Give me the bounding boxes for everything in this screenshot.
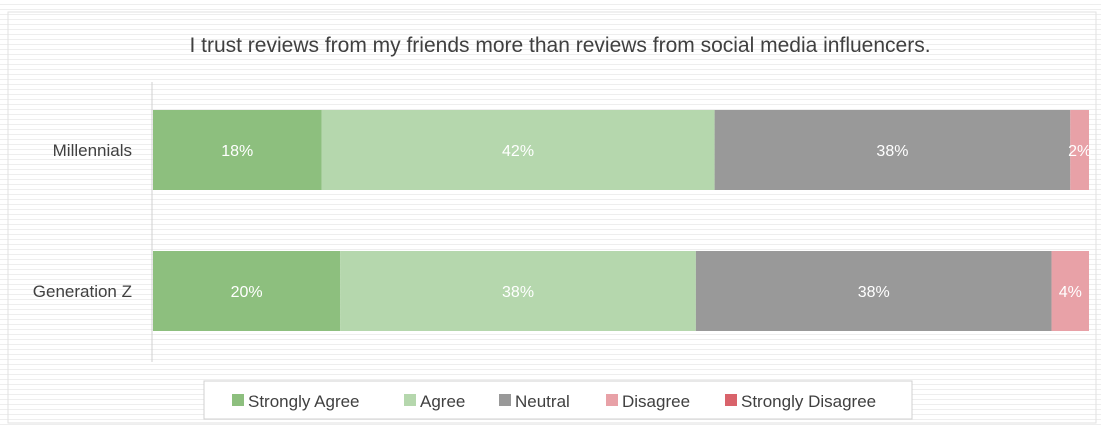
bar-segment [340,251,696,331]
legend-swatch [404,394,416,406]
legend-swatch [499,394,511,406]
bars-group: 18% 42% 38% 2% 20% 38% 38% 4% [153,110,1091,331]
category-labels: Millennials Generation Z [33,141,132,301]
legend-label: Agree [420,392,465,411]
bar-segment [1070,110,1089,190]
legend: Strongly Agree Agree Neutral Disagree Strong… [203,380,913,420]
bar-segment [695,251,1052,331]
legend-swatch [606,394,618,406]
bar-segment [1051,251,1089,331]
bar-segment [153,110,322,190]
legend-label: Strongly Agree [248,392,360,411]
bar-segment [321,110,715,190]
category-label: Generation Z [33,282,132,301]
data-label: 42% [502,143,534,160]
data-label: 2% [1068,143,1091,160]
data-label: 38% [858,284,890,301]
legend-swatch [725,394,737,406]
data-label: 38% [876,143,908,160]
legend-box [203,380,913,420]
data-label: 18% [221,143,253,160]
legend-swatch [232,394,244,406]
chart-title: I trust reviews from my friends more tha… [189,34,930,57]
chart-border [7,11,1097,424]
legend-label: Strongly Disagree [741,392,876,411]
category-label: Millennials [53,141,132,160]
data-label: 4% [1059,284,1082,301]
bar-segment [153,251,341,331]
data-label: 38% [502,284,534,301]
bar-segment [714,110,1071,190]
legend-label: Disagree [622,392,690,411]
legend-label: Neutral [515,392,570,411]
data-label: 20% [231,284,263,301]
